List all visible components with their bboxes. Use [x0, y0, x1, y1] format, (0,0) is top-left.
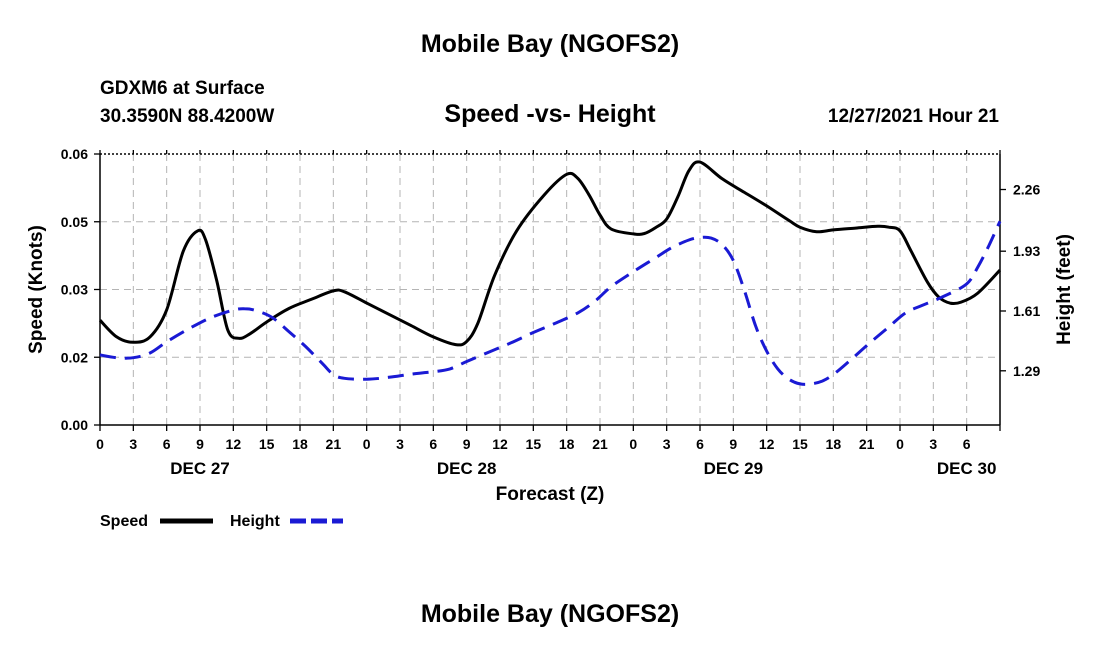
x-tick-label: 12: [492, 436, 508, 452]
x-tick-label: 9: [463, 436, 471, 452]
x-tick-label: 0: [896, 436, 904, 452]
x-day-label: DEC 28: [437, 459, 497, 478]
y-tick-label: 0.00: [61, 417, 88, 433]
x-tick-label: 21: [592, 436, 608, 452]
datetime-label: 12/27/2021 Hour 21: [827, 106, 999, 127]
x-day-label: DEC 29: [704, 459, 764, 478]
y-tick-label: 0.06: [61, 146, 88, 162]
y2-tick-label: 1.61: [1013, 303, 1040, 319]
x-axis-title: Forecast (Z): [496, 484, 605, 505]
x-tick-label: 12: [759, 436, 775, 452]
y2-tick-label: 1.93: [1013, 243, 1040, 259]
x-tick-label: 3: [129, 436, 137, 452]
x-tick-label: 15: [259, 436, 275, 452]
x-tick-label: 6: [429, 436, 437, 452]
x-day-label: DEC 30: [937, 459, 997, 478]
x-tick-label: 0: [629, 436, 637, 452]
y-tick-label: 0.05: [61, 214, 88, 230]
x-tick-label: 6: [163, 436, 171, 452]
y-axis-title: Speed (Knots): [26, 225, 47, 354]
x-tick-label: 3: [396, 436, 404, 452]
station-label: GDXM6 at Surface: [100, 78, 265, 99]
x-tick-label: 0: [363, 436, 371, 452]
x-tick-label: 6: [963, 436, 971, 452]
bottom-repeated-title: Mobile Bay (NGOFS2): [420, 600, 680, 628]
x-tick-label: 21: [859, 436, 875, 452]
chart-subtitle: Speed -vs- Height: [444, 100, 656, 128]
y2-tick-label: 2.26: [1013, 182, 1040, 198]
x-tick-label: 6: [696, 436, 704, 452]
speed-series-line: [98, 160, 1002, 347]
x-tick-label: 9: [196, 436, 204, 452]
x-tick-label: 15: [526, 436, 542, 452]
x-tick-label: 3: [663, 436, 671, 452]
x-tick-label: 18: [826, 436, 842, 452]
y2-tick-label: 1.29: [1013, 363, 1040, 379]
legend-speed-label: Speed: [100, 513, 148, 530]
x-tick-label: 12: [226, 436, 242, 452]
x-tick-label: 0: [96, 436, 104, 452]
x-day-label: DEC 27: [170, 459, 230, 478]
y-tick-label: 0.03: [61, 282, 88, 298]
x-tick-label: 21: [326, 436, 342, 452]
x-tick-label: 18: [292, 436, 308, 452]
y2-axis-title: Height (feet): [1054, 234, 1075, 345]
x-tick-label: 18: [559, 436, 575, 452]
legend-height-label: Height: [230, 513, 280, 530]
x-tick-label: 9: [729, 436, 737, 452]
chart-main-title: Mobile Bay (NGOFS2): [420, 30, 680, 58]
coordinates-label: 30.3590N 88.4200W: [100, 106, 275, 127]
y-tick-label: 0.02: [61, 349, 88, 365]
height-series-line: [99, 220, 1002, 386]
x-tick-label: 3: [929, 436, 937, 452]
x-tick-label: 15: [792, 436, 808, 452]
